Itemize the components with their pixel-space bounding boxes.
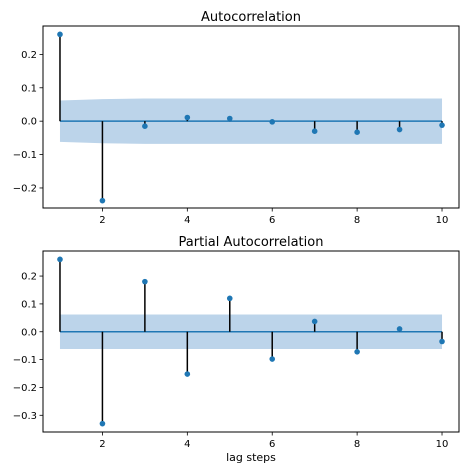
acf-y-tick-label: 0.0 (21, 117, 37, 128)
pacf-point-lag-10 (439, 338, 445, 345)
pacf-title: Partial Autocorrelation (179, 235, 324, 250)
acf-x-tick-label: 6 (269, 215, 275, 226)
pacf-x-tick-label: 10 (436, 439, 449, 450)
acf-ticks-layer: 2 4 6 8 10 0.2 0.1 0.0 −0.1 −0.2 (13, 50, 449, 226)
acf-point-lag-4 (184, 114, 191, 121)
acf-point-lag-9 (396, 126, 403, 133)
acf-x-tick-label: 10 (436, 215, 449, 226)
acf-point-lag-6 (269, 119, 276, 125)
acf-point-lag-10 (439, 122, 445, 128)
pacf-x-tick-label: 8 (354, 439, 360, 450)
pacf-axes-frame (42, 250, 460, 433)
acf-x-tick-label: 2 (99, 215, 105, 226)
pacf-x-tick-label: 2 (99, 439, 105, 450)
acf-y-tick-label: −0.2 (13, 183, 37, 194)
acf-points-layer (57, 31, 445, 204)
pacf-subplot: Partial Autocorrelation 2 4 6 8 10 0.2 0.1 0.0 −… (13, 235, 460, 464)
pacf-y-tick-label: −0.2 (13, 383, 37, 394)
acf-y-tick-label: 0.2 (21, 50, 37, 61)
acf-x-tick-label: 4 (184, 215, 190, 226)
acf-point-lag-2 (99, 197, 106, 204)
acf-subplot: Autocorrelation 2 4 6 8 10 0.2 0.1 0.0 −0.1 −0.2 (13, 10, 460, 226)
acf-axes-frame (42, 25, 460, 209)
pacf-x-axis-label: lag steps (226, 451, 276, 464)
pacf-point-lag-3 (142, 278, 148, 285)
pacf-y-tick-label: 0.1 (21, 299, 37, 310)
pacf-point-lag-2 (99, 420, 106, 427)
pacf-ticks-layer: 2 4 6 8 10 0.2 0.1 0.0 −0.1 −0.2 −0.3 (13, 272, 449, 450)
acf-point-lag-7 (311, 128, 318, 134)
pacf-x-tick-label: 6 (269, 439, 275, 450)
pacf-point-lag-5 (226, 295, 233, 302)
pacf-axes-layer (42, 250, 460, 433)
pacf-point-lag-6 (269, 356, 276, 362)
pacf-point-lag-7 (311, 318, 318, 325)
pacf-y-tick-label: 0.0 (21, 327, 37, 338)
acf-y-tick-label: −0.1 (13, 150, 37, 161)
acf-axes-layer (42, 25, 460, 209)
pacf-point-lag-1 (57, 256, 63, 263)
pacf-stems-layer (59, 259, 443, 424)
acf-point-lag-8 (354, 129, 360, 135)
pacf-point-lag-9 (396, 326, 403, 332)
acf-x-tick-label: 8 (354, 215, 360, 226)
pacf-points-layer (57, 256, 445, 427)
pacf-x-tick-label: 4 (184, 439, 190, 450)
acf-point-lag-5 (226, 115, 233, 122)
pacf-point-lag-4 (184, 371, 191, 377)
pacf-y-tick-label: −0.1 (13, 355, 37, 366)
acf-point-lag-3 (142, 123, 148, 129)
acf-y-tick-label: 0.1 (21, 83, 37, 94)
pacf-point-lag-8 (354, 349, 360, 355)
acf-point-lag-1 (57, 31, 63, 38)
pacf-y-tick-label: −0.3 (13, 411, 37, 422)
pacf-y-tick-label: 0.2 (21, 272, 37, 283)
acf-title: Autocorrelation (201, 10, 301, 25)
